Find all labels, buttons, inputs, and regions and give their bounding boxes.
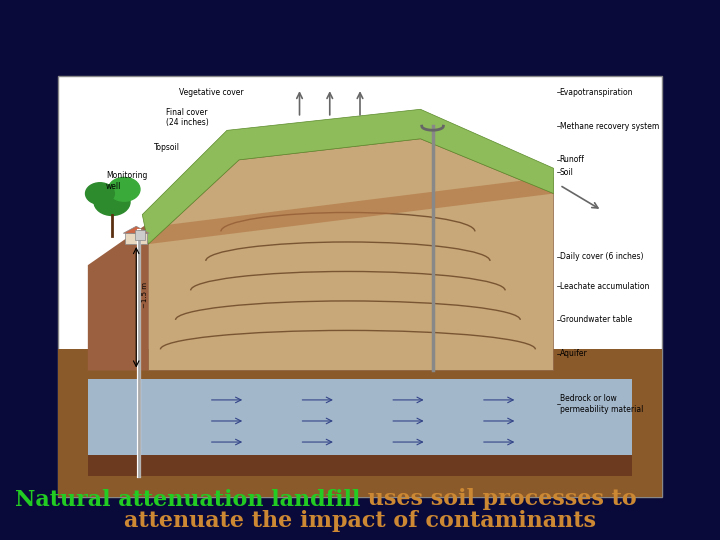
- Polygon shape: [125, 233, 147, 244]
- Text: Topsoil: Topsoil: [154, 143, 181, 152]
- Polygon shape: [148, 177, 554, 244]
- Text: Soil: Soil: [559, 168, 573, 177]
- Text: Groundwater table: Groundwater table: [559, 315, 632, 325]
- Text: Runoff: Runoff: [559, 156, 585, 164]
- Polygon shape: [123, 226, 149, 233]
- Text: Natural attenuation landfill: Natural attenuation landfill: [14, 489, 360, 510]
- Text: Bedrock or low
permeability material: Bedrock or low permeability material: [559, 394, 643, 414]
- Text: Final cover
(24 inches): Final cover (24 inches): [166, 108, 210, 127]
- Polygon shape: [143, 109, 554, 244]
- Circle shape: [108, 178, 140, 201]
- Circle shape: [94, 188, 130, 215]
- Polygon shape: [88, 379, 632, 463]
- Text: Monitoring
well: Monitoring well: [106, 171, 148, 191]
- Text: Evapotranspiration: Evapotranspiration: [559, 88, 633, 97]
- Text: Daily cover (6 inches): Daily cover (6 inches): [559, 252, 643, 261]
- Text: Vegetative cover: Vegetative cover: [179, 88, 243, 97]
- Text: Methane recovery system: Methane recovery system: [559, 122, 659, 131]
- FancyBboxPatch shape: [58, 76, 662, 497]
- Polygon shape: [148, 139, 554, 370]
- Text: Aquifer: Aquifer: [559, 349, 588, 358]
- Text: Leachate accumulation: Leachate accumulation: [559, 282, 649, 291]
- Text: ~1.5 m: ~1.5 m: [143, 282, 148, 308]
- Polygon shape: [88, 455, 632, 476]
- Polygon shape: [88, 223, 148, 370]
- Text: attenuate the impact of contaminants: attenuate the impact of contaminants: [124, 510, 596, 532]
- Circle shape: [86, 183, 114, 204]
- Text: uses soil processes to: uses soil processes to: [360, 489, 636, 510]
- Polygon shape: [58, 349, 662, 497]
- Bar: [135, 230, 145, 240]
